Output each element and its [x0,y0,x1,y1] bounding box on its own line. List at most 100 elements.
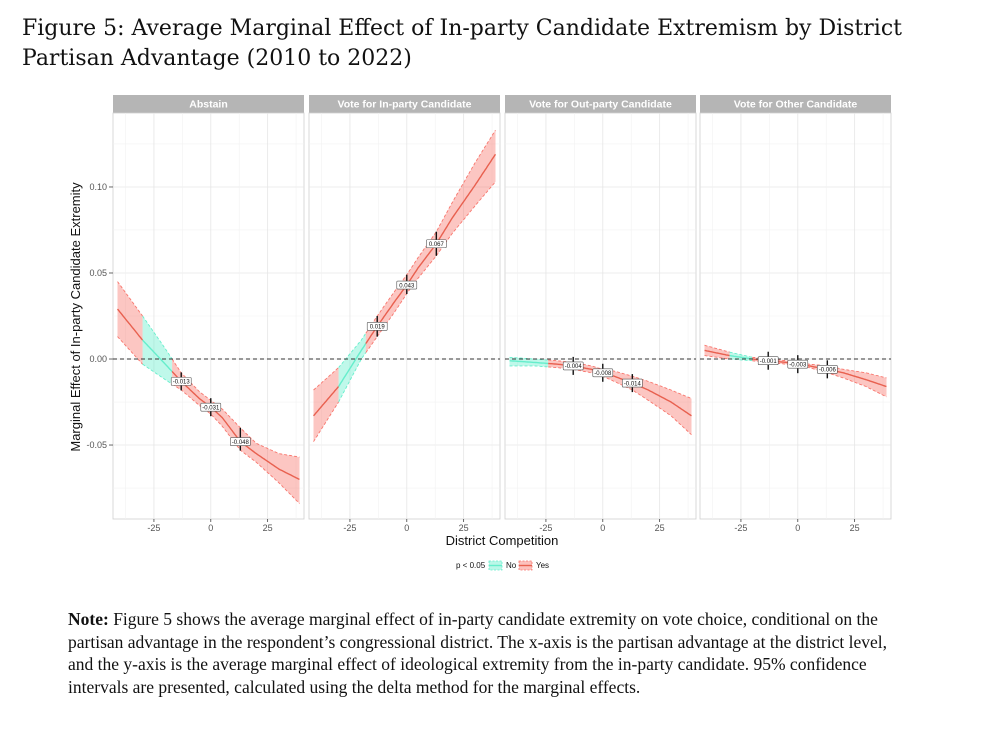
ci-band-significant [117,281,143,365]
ci-upper-bound [365,129,496,334]
data-label: -0.003 [789,362,807,368]
data-label-box [396,280,418,290]
data-label: 0.067 [429,242,445,248]
x-tick-label: 0 [208,523,213,533]
ci-lower-bound [704,355,730,360]
ci-lower-bound [365,181,496,353]
ci-lower-bound [313,401,339,442]
x-tick-label: -25 [147,523,160,533]
ci-upper-bound [729,351,753,358]
data-label-box [230,437,251,446]
data-label-box [426,239,447,249]
ci-band-not-significant [338,333,366,402]
x-tick-label: 0 [404,523,409,533]
data-label: -0.001 [760,359,778,365]
effect-line [365,153,497,344]
data-label-box [757,356,779,366]
grid [700,113,891,519]
legend-key-no [488,560,503,571]
figure-label: Figure 5: [22,16,125,41]
data-label-box [817,365,838,374]
facet-panel-2: Vote for Out-party Candidate -0.004 -0.008… [504,95,697,520]
y-axis-label: Marginal Effect of In-party Candidate Ex… [68,182,83,452]
facet-panel-1: Vote for In-party Candidate 0.019 0.043 0.0… [308,95,501,520]
effect-line [338,343,367,387]
y-tick-label: -0.05 [86,440,107,450]
data-label: 0.043 [399,283,415,289]
legend: p < 0.05 No Yes [456,560,549,571]
legend-label-yes: Yes [536,561,549,570]
x-tick-label: 25 [263,523,273,533]
effect-line [729,354,753,360]
data-label-box [592,368,614,378]
ci-upper-bound [117,281,143,317]
facet-title: Abstain [189,99,228,111]
data-label: -0.006 [819,368,837,374]
facet-panel-3: Vote for Other Candidate -0.001 -0.003 -0.0… [699,95,892,520]
effect-line [704,349,730,357]
data-label-box [366,322,388,331]
note-label: Note: [68,609,109,629]
data-label: -0.008 [594,371,612,377]
data-label: -0.004 [565,364,583,370]
x-tick-label: -25 [539,523,552,533]
x-axis: District Competition -25 0 25 -25 0 25 -25 0 25 -… [147,519,860,548]
legend-title: p < 0.05 [456,561,486,570]
ci-band-significant [313,367,339,442]
facet-strip [113,95,304,113]
ci-lower-bound [548,366,692,436]
y-axis: Marginal Effect of In-party Candidate Ex… [68,182,113,452]
ci-upper-bound [313,367,339,391]
x-tick-label: 25 [655,523,665,533]
ci-band-not-significant [142,316,173,385]
ci-upper-bound [171,358,300,458]
data-label-box [787,359,809,369]
ci-upper-bound [142,315,173,360]
faceted-line-chart: Abstain -0.013 -0.031 -0.048 Vote for In-par… [68,95,892,571]
y-tick-label: 0.05 [89,268,107,278]
x-tick-label: -25 [734,523,747,533]
ci-band-significant [704,345,730,359]
facet-strip [505,95,696,113]
grid [113,113,304,519]
y-tick-label: 0.00 [89,354,107,364]
legend-label-no: No [506,561,517,570]
ci-upper-bound [338,332,367,368]
data-label-box [200,402,222,412]
facet-title: Vote for Out-party Candidate [529,99,672,111]
ci-upper-bound [548,359,692,400]
facet-strip [700,95,891,113]
ci-lower-bound [142,363,173,385]
grid [505,113,696,519]
effect-line [142,339,173,372]
panels-layer: Abstain -0.013 -0.031 -0.048 Vote for In-par… [112,95,892,520]
effect-line [312,386,340,417]
effect-line [116,308,144,341]
facet-strip [309,95,500,113]
x-tick-label: 0 [795,523,800,533]
ci-lower-bound [729,358,753,362]
x-tick-label: 0 [600,523,605,533]
x-tick-label: 25 [459,523,469,533]
effect-line [509,360,549,365]
ci-upper-bound [704,344,730,353]
data-label: -0.014 [624,381,642,387]
x-axis-label: District Competition [446,533,559,548]
data-label: -0.013 [173,380,191,386]
data-label: 0.019 [370,325,386,331]
data-label: -0.048 [232,440,250,446]
figure-title: Average Marginal Effect of In-party Cand… [22,16,902,71]
data-label: -0.031 [202,405,220,411]
grid [309,113,500,519]
note-text: Figure 5 shows the average marginal effe… [68,609,888,697]
x-tick-label: -25 [343,523,356,533]
ci-lower-bound [117,336,143,365]
data-label-box [622,378,643,388]
facet-panel-0: Abstain -0.013 -0.031 -0.048 [112,95,305,520]
ci-lower-bound [509,365,549,368]
facet-title: Vote for Other Candidate [734,99,858,111]
data-label-box [562,361,584,371]
ci-lower-bound [171,383,300,504]
data-label-box [170,377,192,386]
figure-caption: Figure 5: Average Marginal Effect of In-… [22,14,972,74]
